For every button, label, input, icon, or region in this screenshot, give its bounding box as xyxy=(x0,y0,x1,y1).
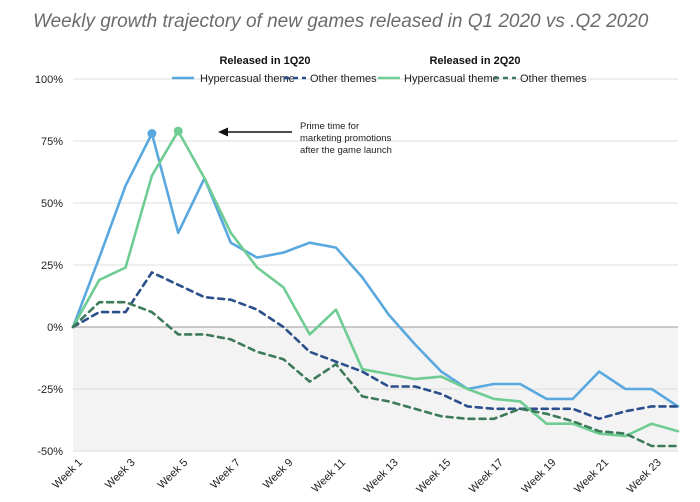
legend-label-q2-hypercasual: Hypercasual theme xyxy=(404,73,499,85)
legend-label-q1-hypercasual: Hypercasual theme xyxy=(200,73,295,85)
annotation-line-3: after the game launch xyxy=(300,145,392,156)
x-tick-label: Week 3 xyxy=(103,457,138,492)
x-tick-label: Week 1 xyxy=(50,457,85,492)
x-tick-label: Week 9 xyxy=(261,457,296,492)
series-q1-other-line xyxy=(71,271,680,421)
series-q2-hypercasual-line xyxy=(71,129,680,438)
y-axis-tick-labels: 100% 75% 50% 25% 0% -25% -50% xyxy=(35,74,63,458)
y-tick-label: 50% xyxy=(41,198,63,210)
series-lines xyxy=(71,129,680,448)
y-tick-label: -25% xyxy=(37,384,63,396)
y-tick-label: -50% xyxy=(37,446,63,458)
legend-label-q2-other: Other themes xyxy=(520,73,587,85)
x-tick-label: Week 7 xyxy=(208,457,243,492)
annotation-arrow-head xyxy=(218,127,228,137)
x-tick-label: Week 11 xyxy=(310,457,348,495)
annotation: Prime time for marketing promotions afte… xyxy=(218,121,392,156)
annotation-line-2: marketing promotions xyxy=(300,133,392,144)
annotation-line-1: Prime time for xyxy=(300,121,359,132)
series-q1-hypercasual-line xyxy=(71,132,680,408)
peak-marker xyxy=(147,129,157,139)
legend-label-q1-other: Other themes xyxy=(310,73,377,85)
x-tick-label: Week 21 xyxy=(572,457,611,496)
legend: Released in 1Q20 Released in 2Q20 Hyperc… xyxy=(172,55,587,85)
legend-heading-1q20: Released in 1Q20 xyxy=(219,55,310,67)
x-axis-tick-labels: Week 1 Week 3 Week 5 Week 7 Week 9 Week 11 Wee… xyxy=(50,457,663,496)
x-tick-label: Week 19 xyxy=(520,457,559,496)
x-tick-label: Week 17 xyxy=(467,457,506,496)
x-tick-label: Week 5 xyxy=(156,457,191,492)
y-tick-label: 100% xyxy=(35,74,63,86)
x-tick-label: Week 15 xyxy=(414,457,453,496)
y-tick-label: 25% xyxy=(41,260,63,272)
y-tick-label: 0% xyxy=(47,322,63,334)
chart-title: Weekly growth trajectory of new games re… xyxy=(33,11,649,32)
legend-heading-2q20: Released in 2Q20 xyxy=(429,55,520,67)
peak-markers xyxy=(147,126,183,139)
series-q2-other-line xyxy=(71,300,680,448)
y-tick-label: 75% xyxy=(41,136,63,148)
x-tick-label: Week 23 xyxy=(625,457,664,496)
x-tick-label: Week 13 xyxy=(362,457,401,496)
peak-marker xyxy=(173,126,183,136)
